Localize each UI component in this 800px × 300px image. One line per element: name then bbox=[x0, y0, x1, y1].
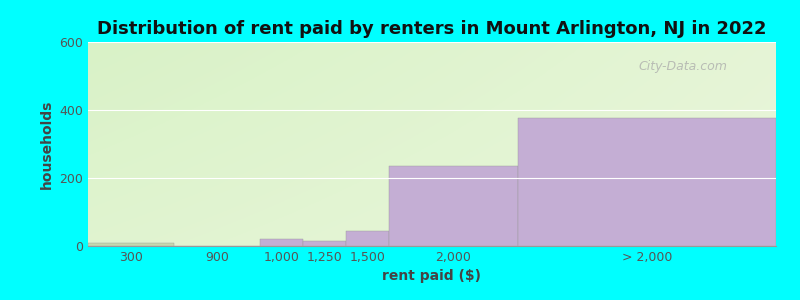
Bar bbox=[303, 241, 346, 246]
Bar bbox=[260, 239, 303, 246]
Y-axis label: households: households bbox=[40, 99, 54, 189]
Text: City-Data.com: City-Data.com bbox=[638, 60, 727, 73]
Bar bbox=[88, 243, 174, 246]
X-axis label: rent paid ($): rent paid ($) bbox=[382, 269, 482, 284]
Bar bbox=[346, 231, 389, 246]
Bar bbox=[389, 166, 518, 246]
Bar bbox=[518, 118, 776, 246]
Title: Distribution of rent paid by renters in Mount Arlington, NJ in 2022: Distribution of rent paid by renters in … bbox=[98, 20, 766, 38]
